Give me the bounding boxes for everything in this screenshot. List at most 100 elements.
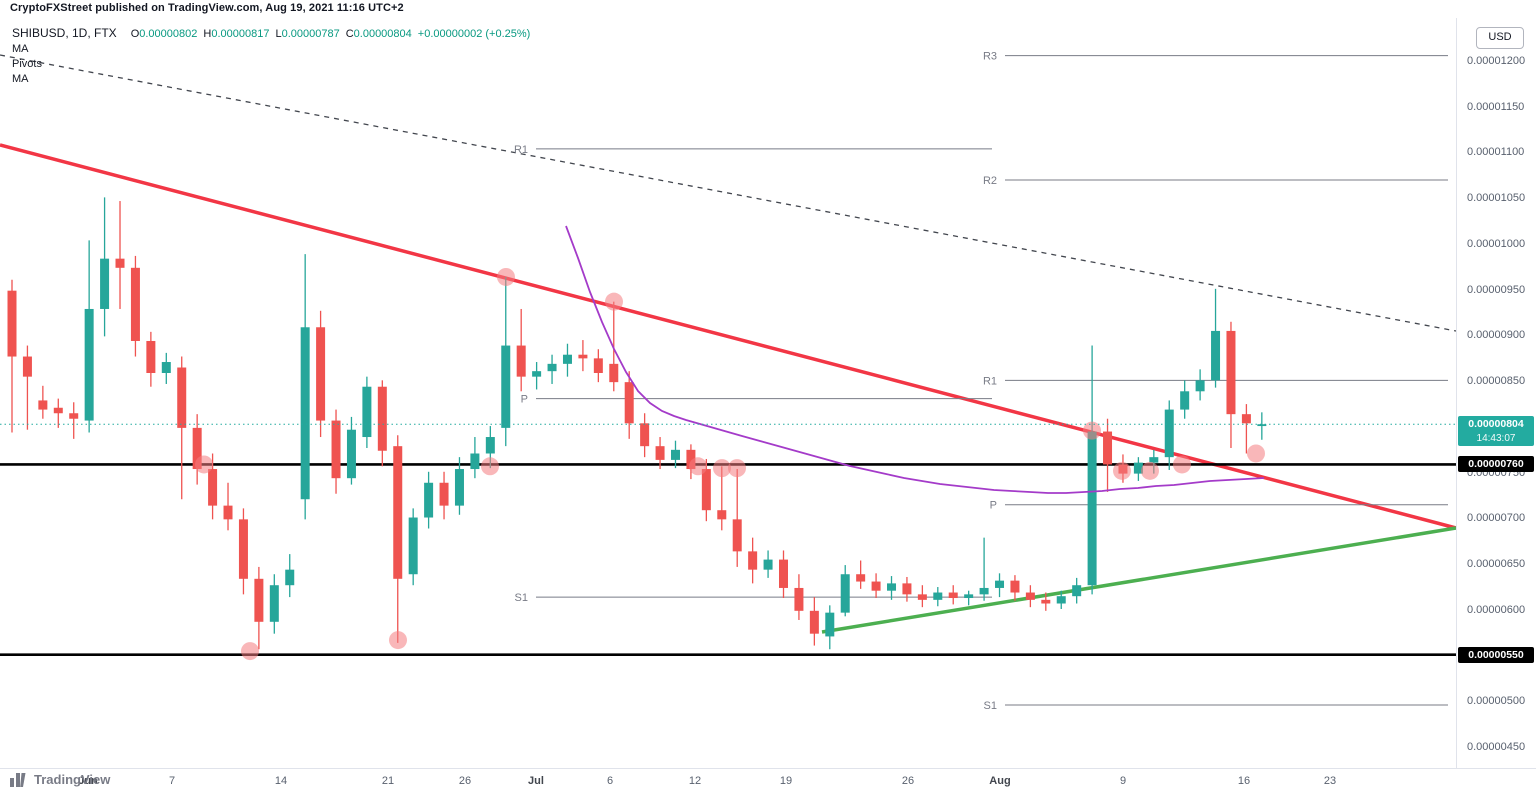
candle-body[interactable] <box>794 587 804 611</box>
candle-body[interactable] <box>7 290 17 357</box>
candle-body[interactable] <box>995 580 1005 588</box>
candle-body[interactable] <box>1010 580 1020 593</box>
price-axis[interactable]: 0.00001200 0.00001150 0.00001100 0.00001050… <box>1456 0 1536 768</box>
candle-body[interactable] <box>624 382 634 424</box>
candle-body[interactable] <box>485 437 495 454</box>
candle-body[interactable] <box>362 386 372 438</box>
candle-body[interactable] <box>161 362 171 373</box>
price-axis-label: 0.00000450 <box>1467 741 1526 754</box>
candle-body[interactable] <box>1241 414 1251 424</box>
candle-body[interactable] <box>779 559 788 588</box>
candle-body[interactable] <box>670 449 680 460</box>
candle-body[interactable] <box>902 583 912 595</box>
candle-body[interactable] <box>640 423 650 447</box>
candle-body[interactable] <box>763 559 773 570</box>
ascending-support-trendline[interactable] <box>821 526 1457 634</box>
pivot-label-r3: R3 <box>983 51 997 63</box>
touch-marker <box>195 455 213 474</box>
candle-body[interactable] <box>223 505 233 520</box>
candle-body[interactable] <box>887 583 897 591</box>
candle-body[interactable] <box>84 308 94 421</box>
candle-body[interactable] <box>316 327 326 421</box>
candle-body[interactable] <box>933 592 943 600</box>
candle-body[interactable] <box>1211 330 1221 381</box>
tradingview-logo-icon[interactable] <box>10 772 29 787</box>
candle-body[interactable] <box>269 585 279 622</box>
candle-body[interactable] <box>979 587 989 595</box>
candle-body[interactable] <box>377 386 387 451</box>
price-axis-label: 0.00000900 <box>1467 329 1526 342</box>
candle-body[interactable] <box>1226 330 1236 415</box>
candle-body[interactable] <box>439 482 449 506</box>
currency-button[interactable]: USD <box>1476 27 1524 49</box>
dashed-descending-trendline[interactable] <box>0 54 1457 332</box>
candle-body[interactable] <box>1056 596 1066 604</box>
moving-average-line[interactable] <box>565 225 1265 494</box>
candle-body[interactable] <box>701 469 711 511</box>
candle-body[interactable] <box>1041 599 1051 604</box>
candle-body[interactable] <box>732 519 742 552</box>
indicator-row-ma-2[interactable]: MA <box>12 73 29 85</box>
candle-body[interactable] <box>331 420 341 479</box>
candle-body[interactable] <box>1195 380 1205 392</box>
candle-body[interactable] <box>408 517 418 575</box>
candle-body[interactable] <box>454 469 464 506</box>
candle-body[interactable] <box>424 482 434 518</box>
candle-body[interactable] <box>1103 431 1113 465</box>
candle-body[interactable] <box>470 453 480 470</box>
candle-body[interactable] <box>547 363 557 372</box>
candle-body[interactable] <box>238 519 248 579</box>
candle-body[interactable] <box>208 469 218 506</box>
touch-marker <box>1113 461 1131 480</box>
candle-body[interactable] <box>130 267 140 341</box>
candle-body[interactable] <box>300 327 310 500</box>
candle-body[interactable] <box>69 413 79 419</box>
candle-body[interactable] <box>856 574 866 582</box>
candle-body[interactable] <box>38 400 48 410</box>
candle-body[interactable] <box>686 449 696 470</box>
candle-body[interactable] <box>516 345 526 377</box>
candle-body[interactable] <box>717 510 727 520</box>
candle-body[interactable] <box>177 367 187 428</box>
candle-body[interactable] <box>593 358 603 373</box>
candle-body[interactable] <box>1180 391 1190 410</box>
candle-body[interactable] <box>393 446 403 579</box>
candle-body[interactable] <box>100 258 110 309</box>
candle-body[interactable] <box>146 340 156 373</box>
candle-body[interactable] <box>1133 462 1143 474</box>
candle-body[interactable] <box>840 574 850 613</box>
candle-body[interactable] <box>1257 424 1267 427</box>
candle-body[interactable] <box>1149 457 1159 463</box>
candle-body[interactable] <box>748 551 758 570</box>
candle-body[interactable] <box>285 569 295 586</box>
candle-body[interactable] <box>1164 409 1174 458</box>
indicator-row-pivots-1[interactable]: Pivots <box>12 58 42 70</box>
candle-body[interactable] <box>532 371 542 377</box>
symbol-title[interactable]: SHIBUSD, 1D, FTX <box>12 26 117 40</box>
candle-body[interactable] <box>809 610 819 634</box>
candle-body[interactable] <box>562 354 572 364</box>
candle-body[interactable] <box>22 356 32 377</box>
candle-body[interactable] <box>192 427 202 470</box>
ohlc-key: H <box>203 28 212 40</box>
time-axis[interactable]: Jun 7 14 21 26 Jul 6 12 19 26 Aug 9 16 23 <box>0 768 1536 797</box>
tradingview-brand[interactable]: TradingView <box>34 772 111 787</box>
candle-body[interactable] <box>115 258 125 268</box>
candle-body[interactable] <box>655 446 665 460</box>
candle-body[interactable] <box>254 578 264 622</box>
candle-body[interactable] <box>825 612 835 637</box>
candle-body[interactable] <box>609 363 619 383</box>
candle-body[interactable] <box>917 594 927 600</box>
candle-body[interactable] <box>1072 585 1082 597</box>
candle-body[interactable] <box>871 581 881 591</box>
candle-body[interactable] <box>501 345 511 428</box>
candle-body[interactable] <box>1087 431 1097 586</box>
candle-body[interactable] <box>948 592 958 599</box>
indicator-row-ma-0[interactable]: MA <box>12 43 29 55</box>
candle-body[interactable] <box>346 429 356 479</box>
candle-body[interactable] <box>964 594 974 599</box>
candle-body[interactable] <box>53 407 63 414</box>
candle-body[interactable] <box>1025 592 1035 600</box>
candle-body[interactable] <box>578 354 588 359</box>
